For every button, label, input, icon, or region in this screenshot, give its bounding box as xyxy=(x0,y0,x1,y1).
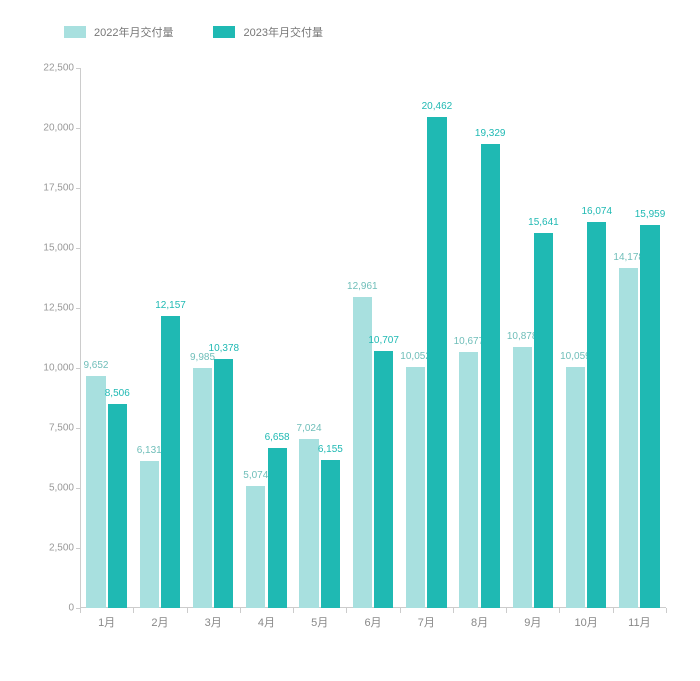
bar: 5,074 xyxy=(246,486,265,608)
x-tick: 6月 xyxy=(364,614,381,630)
y-tick: 15,000 xyxy=(28,243,74,254)
bar: 12,157 xyxy=(161,316,180,608)
legend-label-2022: 2022年月交付量 xyxy=(94,24,173,40)
y-tick: 5,000 xyxy=(28,483,74,494)
x-tick: 11月 xyxy=(628,614,650,630)
bar-value-label: 10,378 xyxy=(209,343,240,354)
bar-value-label: 15,641 xyxy=(528,217,559,228)
bar: 20,462 xyxy=(427,117,446,608)
bar: 7,024 xyxy=(299,439,318,608)
bar-value-label: 9,985 xyxy=(190,352,215,363)
legend-swatch-2022 xyxy=(64,26,86,38)
y-tick: 0 xyxy=(28,603,74,614)
bar-value-label: 9,652 xyxy=(83,360,108,371)
y-tick: 20,000 xyxy=(28,123,74,134)
bar: 9,985 xyxy=(193,368,212,608)
bar: 9,652 xyxy=(86,376,105,608)
y-tick: 7,500 xyxy=(28,423,74,434)
legend-label-2023: 2023年月交付量 xyxy=(243,24,322,40)
y-tick: 17,500 xyxy=(28,183,74,194)
legend-item-2022: 2022年月交付量 xyxy=(64,24,173,40)
plot-area: 9,6528,5066,13112,1579,98510,3785,0746,6… xyxy=(80,68,666,608)
x-tick: 4月 xyxy=(258,614,275,630)
bar-value-label: 6,131 xyxy=(137,445,162,456)
x-tick: 8月 xyxy=(471,614,488,630)
x-tick: 10月 xyxy=(574,614,597,630)
x-tick: 7月 xyxy=(418,614,435,630)
bars-area: 9,6528,5066,13112,1579,98510,3785,0746,6… xyxy=(80,68,666,608)
bar: 10,052 xyxy=(406,367,425,608)
bar-value-label: 15,959 xyxy=(635,209,666,220)
bar-value-label: 10,878 xyxy=(507,331,538,342)
bar: 10,707 xyxy=(374,351,393,608)
bar: 6,131 xyxy=(140,461,159,608)
bar-value-label: 10,707 xyxy=(368,335,399,346)
x-tick: 3月 xyxy=(205,614,222,630)
bar: 6,658 xyxy=(268,448,287,608)
bar-value-label: 10,059 xyxy=(560,351,591,362)
bar-value-label: 16,074 xyxy=(581,206,612,217)
bar-value-label: 20,462 xyxy=(422,101,453,112)
bar-value-label: 12,157 xyxy=(155,300,186,311)
legend: 2022年月交付量 2023年月交付量 xyxy=(64,24,672,40)
bar: 16,074 xyxy=(587,222,606,608)
y-tick: 2,500 xyxy=(28,543,74,554)
legend-swatch-2023 xyxy=(213,26,235,38)
bar: 10,378 xyxy=(214,359,233,608)
bar-value-label: 10,052 xyxy=(400,351,431,362)
x-tick: 1月 xyxy=(98,614,115,630)
bar: 6,155 xyxy=(321,460,340,608)
bar: 10,878 xyxy=(513,347,532,608)
legend-item-2023: 2023年月交付量 xyxy=(213,24,322,40)
bar: 8,506 xyxy=(108,404,127,608)
bar: 10,059 xyxy=(566,367,585,608)
bar: 19,329 xyxy=(481,144,500,608)
bar-value-label: 8,506 xyxy=(105,388,130,399)
bar-value-label: 10,677 xyxy=(454,336,485,347)
bar: 14,178 xyxy=(619,268,638,608)
bar-value-label: 19,329 xyxy=(475,128,506,139)
bar: 10,677 xyxy=(459,352,478,608)
bar-value-label: 7,024 xyxy=(297,423,322,434)
bar-value-label: 14,178 xyxy=(613,252,644,263)
bar-value-label: 12,961 xyxy=(347,281,378,292)
y-tick: 22,500 xyxy=(28,63,74,74)
bar: 15,641 xyxy=(534,233,553,608)
x-tick: 5月 xyxy=(311,614,328,630)
y-tick: 12,500 xyxy=(28,303,74,314)
bar-value-label: 6,658 xyxy=(265,432,290,443)
chart-container: 2022年月交付量 2023年月交付量 9,6528,5066,13112,15… xyxy=(0,0,700,681)
bar-value-label: 5,074 xyxy=(243,470,268,481)
x-tick: 9月 xyxy=(524,614,541,630)
x-tick: 2月 xyxy=(151,614,168,630)
bar: 15,959 xyxy=(640,225,659,608)
bar-value-label: 6,155 xyxy=(318,444,343,455)
y-tick: 10,000 xyxy=(28,363,74,374)
